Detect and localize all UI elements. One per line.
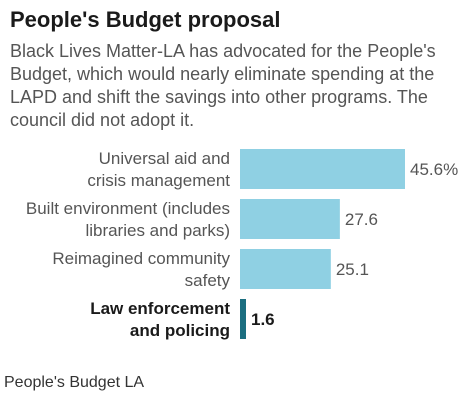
- bar: [240, 149, 405, 189]
- bar: [240, 249, 331, 289]
- value-label: 25.1: [336, 260, 369, 279]
- chart-subtitle: Black Lives Matter-LA has advocated for …: [10, 41, 436, 130]
- source-note: People's Budget LA: [4, 374, 145, 391]
- chart-title: People's Budget proposal: [10, 7, 281, 32]
- category-label: and policing: [130, 321, 230, 340]
- category-label: Built environment (includes: [26, 199, 230, 218]
- value-label: 27.6: [345, 210, 378, 229]
- bar: [240, 199, 340, 239]
- category-label: Reimagined community: [52, 249, 230, 268]
- category-label: Law enforcement: [90, 299, 230, 318]
- category-label: Universal aid and: [99, 149, 230, 168]
- value-label: 1.6: [251, 310, 275, 329]
- category-label: crisis management: [87, 171, 230, 190]
- bar: [240, 299, 246, 339]
- category-label: libraries and parks): [85, 221, 230, 240]
- value-label: 45.6%: [410, 160, 458, 179]
- category-label: safety: [185, 271, 231, 290]
